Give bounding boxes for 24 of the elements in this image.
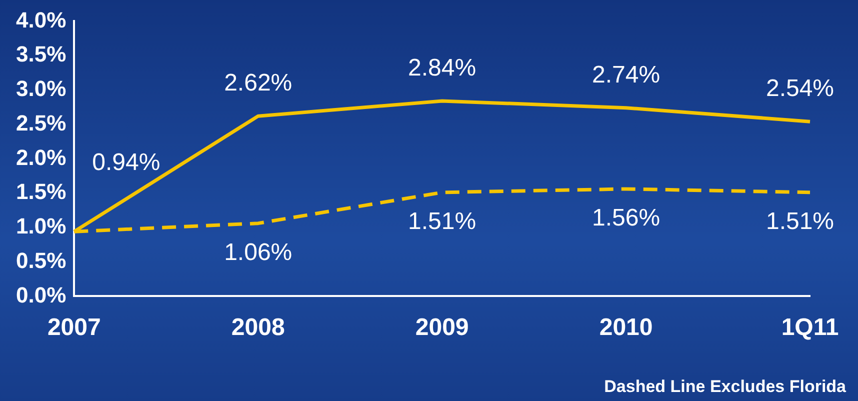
data-label: 1.56% <box>592 204 660 232</box>
data-label: 0.94% <box>92 149 160 176</box>
y-tick-label: 3.5% <box>16 42 66 67</box>
data-label: 2.62% <box>224 70 292 97</box>
y-tick-label: 3.0% <box>16 76 66 102</box>
x-tick-label: 1Q11 <box>781 314 839 342</box>
data-label: 2.54% <box>766 75 834 102</box>
data-label: 2.84% <box>408 54 476 82</box>
y-tick-label: 2.5% <box>16 110 66 136</box>
y-tick-label: 0.0% <box>16 282 66 308</box>
data-label: 1.51% <box>408 208 476 236</box>
y-tick-label: 0.5% <box>16 248 66 273</box>
data-label: 2.74% <box>592 61 660 88</box>
data-label: 1.51% <box>766 208 834 236</box>
x-tick-label: 2008 <box>231 314 285 342</box>
y-tick-label: 1.0% <box>16 214 66 239</box>
x-tick-label: 2010 <box>599 314 653 342</box>
y-tick-label: 2.0% <box>16 144 66 170</box>
y-tick-label: 1.5% <box>16 179 66 204</box>
x-tick-label: 2009 <box>415 314 469 342</box>
x-tick-label: 2007 <box>47 314 101 342</box>
text: Dashed Line Excludes Florida <box>604 377 846 397</box>
y-tick-label: 4.0% <box>16 7 66 32</box>
data-label: 1.06% <box>224 238 292 266</box>
